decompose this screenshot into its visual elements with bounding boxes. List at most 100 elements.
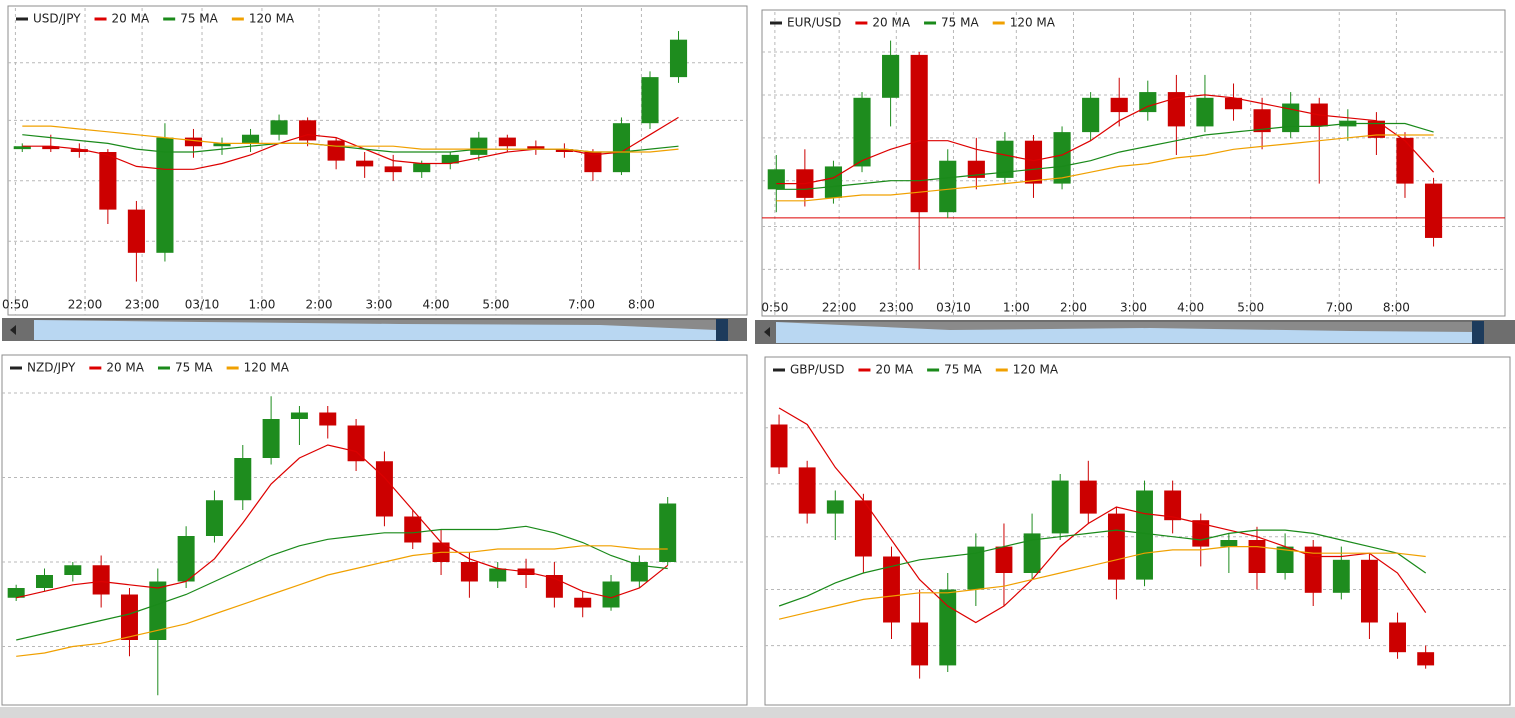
scrollbar-range xyxy=(34,320,716,340)
scrollbar-handle[interactable] xyxy=(716,319,728,341)
candle-body xyxy=(290,412,308,419)
candle-body xyxy=(555,149,573,152)
candle-body xyxy=(1304,546,1322,593)
candle-body xyxy=(1367,120,1385,138)
x-tick-label: 8:00 xyxy=(628,298,655,312)
candle-body xyxy=(184,137,203,147)
candle-body xyxy=(70,149,88,152)
candle-body xyxy=(441,154,459,164)
candle-body xyxy=(270,120,288,135)
candle-body xyxy=(1424,183,1443,238)
legend-label: 75 MA xyxy=(944,363,982,377)
candle-body xyxy=(460,562,478,582)
x-tick-label: 5:00 xyxy=(1237,301,1264,315)
x-tick-label: 4:00 xyxy=(423,298,450,312)
x-tick-label: 3:00 xyxy=(365,298,392,312)
ma-line xyxy=(16,545,668,657)
scrollbar-preview xyxy=(776,322,1474,332)
candle-body xyxy=(584,152,602,173)
ma-line xyxy=(776,134,1434,202)
ma-line xyxy=(778,546,1426,620)
candle-body xyxy=(7,588,25,598)
candle-body xyxy=(413,163,431,173)
scroll-arrow[interactable] xyxy=(764,327,770,337)
x-tick-label: 5:00 xyxy=(482,298,509,312)
legend-label: NZD/JPY xyxy=(27,361,76,375)
candle-body xyxy=(262,419,280,458)
legend-swatch xyxy=(163,17,176,21)
candle-body xyxy=(612,123,631,173)
candle-body xyxy=(64,565,82,575)
candle-body xyxy=(883,556,900,623)
candle-body xyxy=(882,54,900,98)
legend-swatch xyxy=(995,368,1008,372)
candle-body xyxy=(1051,480,1069,534)
legend-label: 120 MA xyxy=(249,12,295,26)
candle-body xyxy=(659,503,677,562)
chart-panel: NZD/JPY 20 MA 75 MA 120 MA xyxy=(1,354,748,706)
candle-body xyxy=(630,562,648,582)
legend-swatch xyxy=(94,17,107,21)
candle-body xyxy=(1417,652,1435,666)
candle-body xyxy=(13,146,31,150)
legend-swatch xyxy=(927,368,940,372)
candle-body xyxy=(1192,520,1210,547)
x-tick-label: 7:00 xyxy=(1326,301,1353,315)
legend-label: 20 MA xyxy=(112,12,150,26)
x-tick-label: 2:00 xyxy=(306,298,333,312)
candle-body xyxy=(767,169,785,190)
candle-body xyxy=(574,597,592,608)
bottom-scrollbar xyxy=(0,707,1515,718)
candle-body xyxy=(602,581,620,608)
candle-body xyxy=(826,500,844,514)
ma-line xyxy=(22,125,679,153)
scrollbar-handle[interactable] xyxy=(1472,321,1484,344)
legend-label: EUR/USD xyxy=(787,16,841,30)
candle-body xyxy=(177,536,195,582)
legend-label: 75 MA xyxy=(941,16,979,30)
candle-body xyxy=(1023,533,1041,573)
candle-body xyxy=(967,546,985,590)
candle-body xyxy=(967,160,985,178)
legend-label: 75 MA xyxy=(180,12,218,26)
ma-line xyxy=(778,407,1427,624)
candle-body xyxy=(1396,137,1414,184)
chart-panel: 0:50 22:00 23:00 03/10 1:00 2:00 3:00 4:00 5:00 7… xyxy=(761,9,1506,317)
legend-swatch xyxy=(226,366,239,370)
scroll-arrow[interactable] xyxy=(10,325,16,335)
ma-line xyxy=(16,444,669,599)
legend-swatch xyxy=(231,17,244,21)
x-tick-label: 4:00 xyxy=(1177,301,1204,315)
candle-body xyxy=(1079,480,1097,514)
legend-swatch xyxy=(157,366,170,370)
ma-line xyxy=(778,529,1427,607)
legend-swatch xyxy=(773,368,785,372)
x-tick-label: 03/10 xyxy=(936,301,971,315)
legend-label: 20 MA xyxy=(872,16,910,30)
scrollbar-right[interactable] xyxy=(755,320,1515,344)
candle-body xyxy=(1107,513,1125,580)
candle-body xyxy=(127,209,145,253)
candle-body xyxy=(1196,97,1214,127)
candle-body xyxy=(205,500,223,536)
candle-body xyxy=(1082,97,1100,133)
candle-body xyxy=(1220,540,1238,547)
scrollbar-preview xyxy=(34,320,716,330)
candle-body xyxy=(996,140,1014,178)
chart-panel: GBP/USD 20 MA 75 MA 120 MA xyxy=(764,356,1511,706)
candle-body xyxy=(35,575,53,588)
candle-body xyxy=(1389,622,1406,653)
candle-body xyxy=(910,54,928,213)
scrollbar-left[interactable] xyxy=(2,318,747,341)
legend-label: 120 MA xyxy=(1010,16,1056,30)
legend-swatch xyxy=(770,21,782,25)
legend-swatch xyxy=(89,366,102,370)
candle-body xyxy=(770,424,788,468)
candle-body xyxy=(824,166,843,198)
candle-body xyxy=(1110,97,1128,113)
panel-frame xyxy=(7,5,748,316)
legend-swatch xyxy=(10,366,22,370)
candle-body xyxy=(1164,490,1182,521)
legend-label: GBP/USD xyxy=(790,363,844,377)
candle-body xyxy=(1024,140,1043,184)
